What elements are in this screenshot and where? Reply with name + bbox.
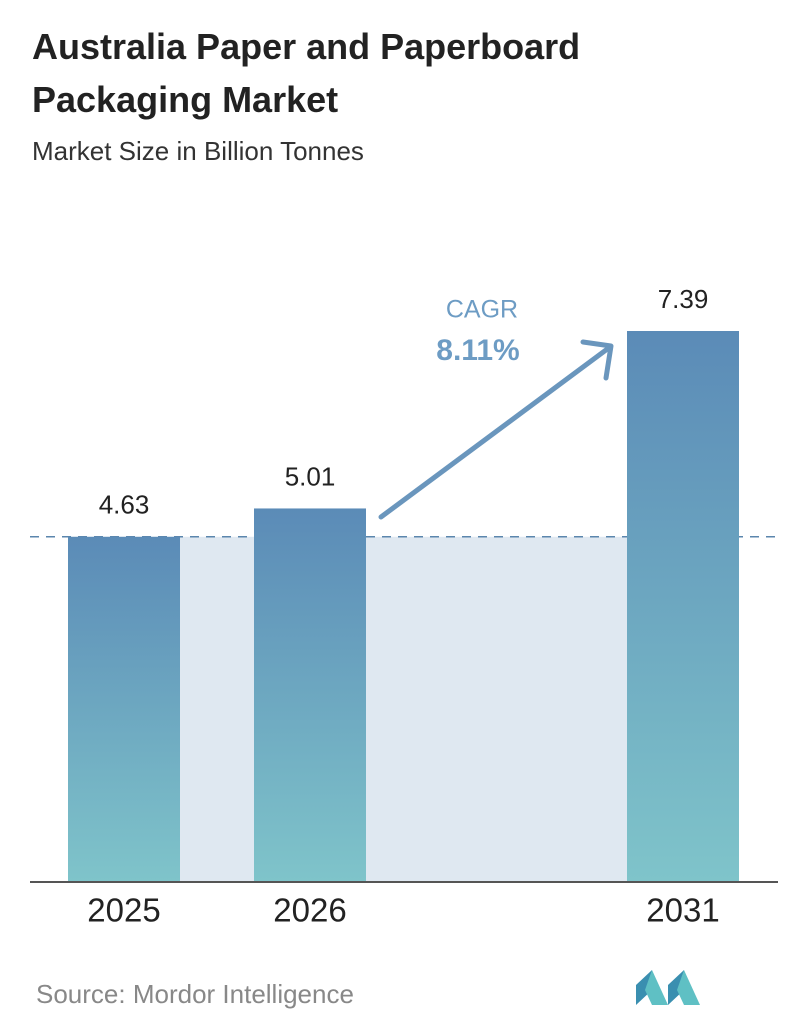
bar xyxy=(627,331,739,882)
bar xyxy=(254,508,366,882)
chart-subtitle: Market Size in Billion Tonnes xyxy=(32,136,364,166)
cagr-title: CAGR xyxy=(446,296,518,324)
logo xyxy=(636,970,700,1005)
x-tick-label: 2031 xyxy=(646,892,719,929)
cagr-value: 8.11% xyxy=(436,334,519,367)
value-label: 4.63 xyxy=(99,490,150,520)
value-label: 5.01 xyxy=(285,461,336,491)
x-tick-label: 2025 xyxy=(87,892,160,929)
bar xyxy=(68,536,180,882)
plot-area: 4.63 2025 5.01 2026 7.39 2031 xyxy=(30,284,780,929)
x-tick-label: 2026 xyxy=(273,892,346,929)
value-label: 7.39 xyxy=(658,284,709,314)
cagr-arrow xyxy=(378,339,614,520)
source: Source: Mordor Intelligence xyxy=(36,979,354,1009)
chart-title: Australia Paper and Paperboard Packaging… xyxy=(32,26,581,120)
